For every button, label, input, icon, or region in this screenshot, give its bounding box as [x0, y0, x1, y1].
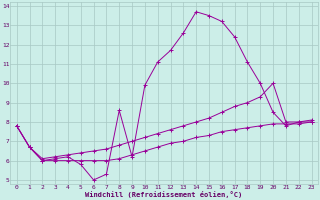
X-axis label: Windchill (Refroidissement éolien,°C): Windchill (Refroidissement éolien,°C): [85, 191, 243, 198]
